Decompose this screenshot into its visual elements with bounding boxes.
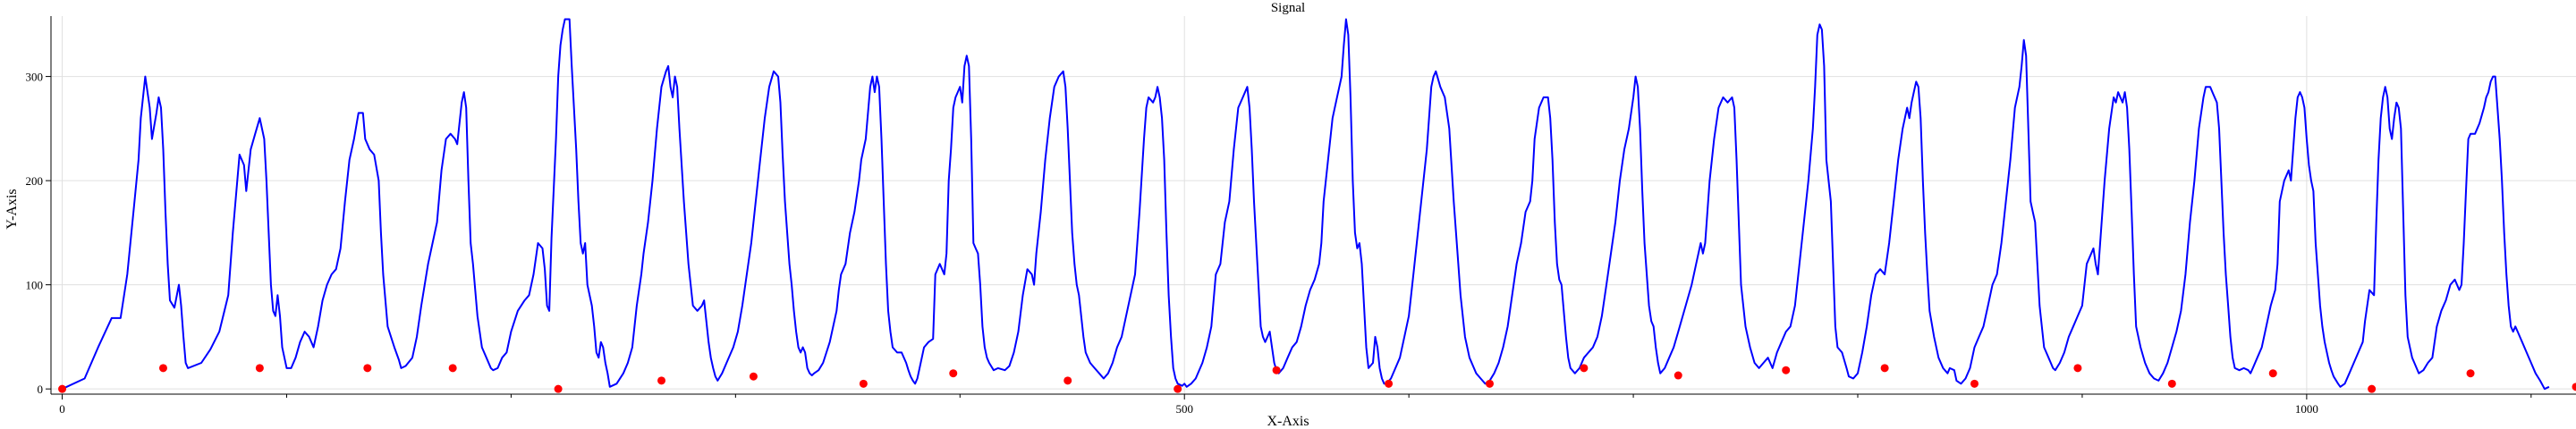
minima-markers (58, 364, 2576, 393)
minimum-marker (2466, 369, 2475, 378)
minimum-marker (58, 384, 67, 393)
minimum-marker (1970, 379, 1979, 388)
minimum-marker (1385, 379, 1394, 388)
minimum-marker (2268, 369, 2277, 378)
x-tick-label: 0 (59, 402, 65, 416)
plot-area (51, 16, 2576, 394)
minimum-marker (363, 364, 372, 373)
y-tick-label: 0 (38, 383, 44, 396)
minimum-marker (1782, 366, 1791, 374)
y-tick-label: 300 (26, 71, 44, 84)
minimum-marker (1674, 371, 1682, 380)
minimum-marker (657, 376, 666, 385)
x-axis-ticks: 0 500 1000 (59, 394, 2532, 416)
axes (50, 16, 2576, 395)
minimum-marker (158, 364, 167, 373)
x-axis-label: X-Axis (1267, 414, 1309, 429)
minimum-marker (2167, 379, 2176, 388)
y-axis-label: Y-Axis (4, 189, 20, 229)
minimum-marker (749, 372, 758, 381)
y-axis-ticks: 0 100 200 300 (26, 71, 51, 396)
minimum-marker (1580, 364, 1589, 373)
y-tick-label: 200 (26, 174, 44, 188)
signal-line (62, 18, 2550, 391)
minimum-marker (859, 379, 868, 388)
minimum-marker (554, 384, 563, 393)
grid-lines (51, 16, 2576, 394)
minimum-marker (255, 364, 264, 373)
chart-title: Signal (1271, 1, 1305, 15)
x-tick-label: 500 (1175, 402, 1193, 416)
y-tick-label: 100 (26, 279, 44, 292)
minimum-marker (448, 364, 457, 373)
minimum-marker (1880, 364, 1889, 373)
minimum-marker (1272, 366, 1281, 374)
minimum-marker (949, 369, 958, 378)
minimum-marker (1063, 376, 1072, 385)
minimum-marker (2073, 364, 2082, 373)
minimum-marker (2368, 384, 2377, 393)
minimum-marker (2572, 383, 2576, 391)
minimum-marker (1485, 379, 1494, 388)
x-tick-label: 1000 (2295, 402, 2318, 416)
minimum-marker (1174, 384, 1182, 393)
